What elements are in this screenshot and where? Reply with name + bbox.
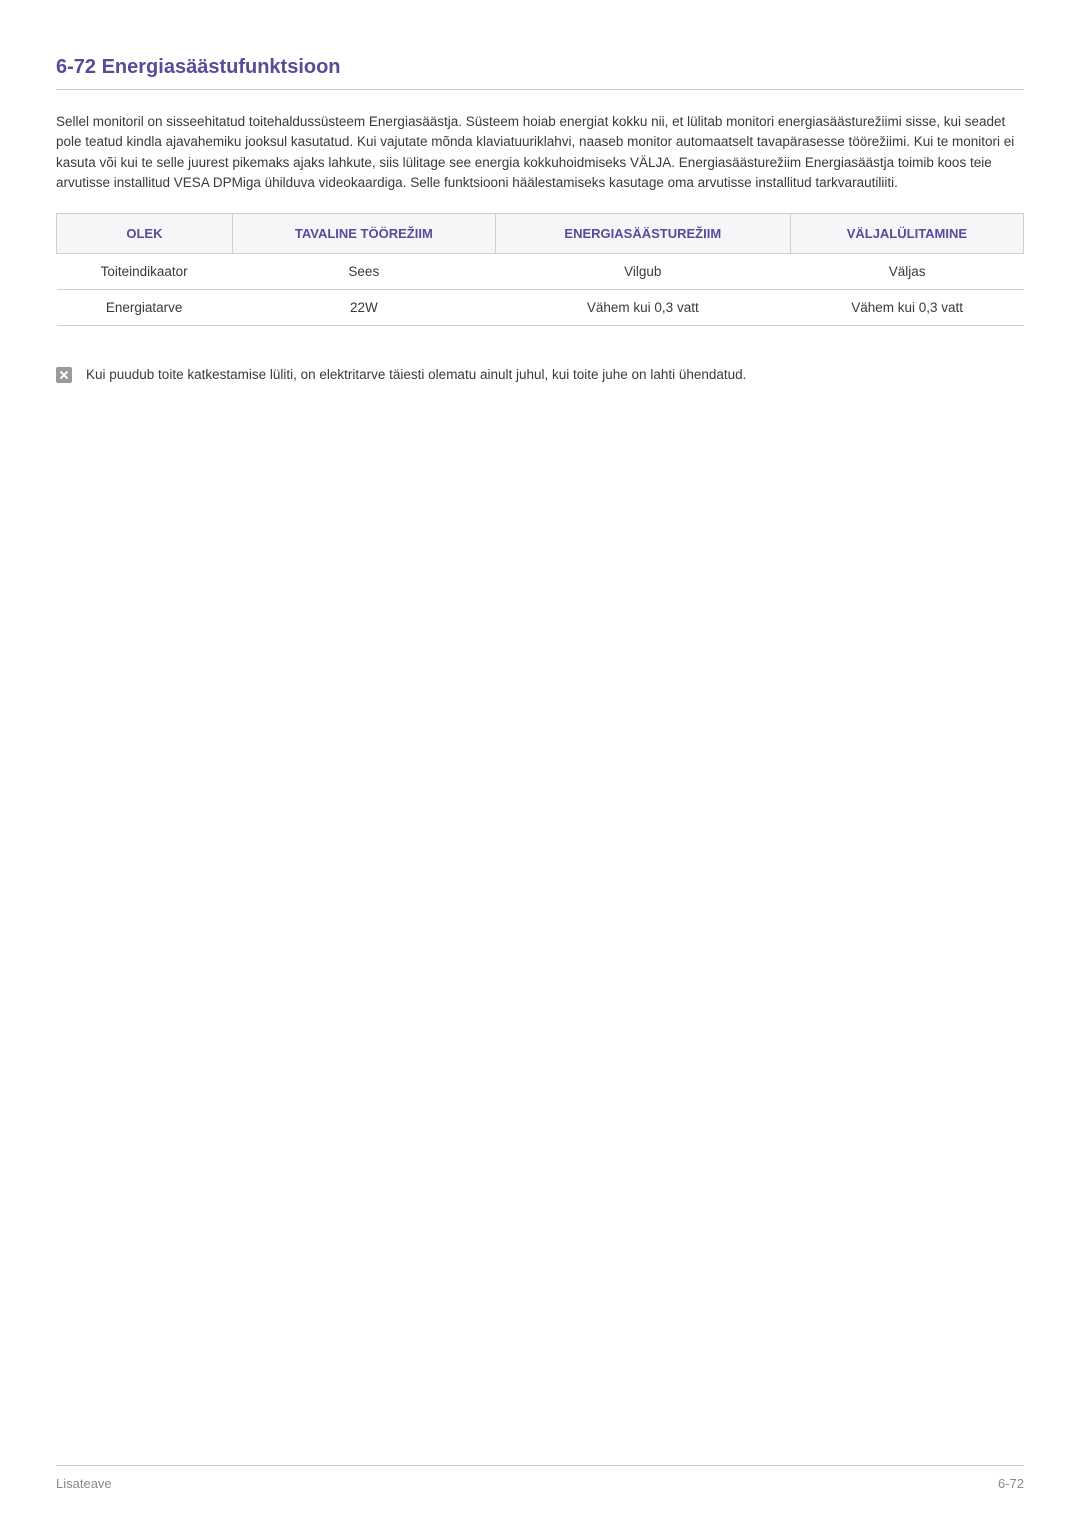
table-row: Toiteindikaator Sees Vilgub Väljas xyxy=(57,254,1024,290)
table-cell: Energiatarve xyxy=(57,290,233,326)
table-cell: Vähem kui 0,3 vatt xyxy=(495,290,790,326)
page-footer: Lisateave 6-72 xyxy=(56,1465,1024,1491)
note-icon xyxy=(56,367,72,383)
note-row: Kui puudub toite katkestamise lüliti, on… xyxy=(56,366,1024,385)
power-saving-table: OLEK TAVALINE TÖÖREŽIIM ENERGIASÄÄSTUREŽ… xyxy=(56,213,1024,326)
footer-right: 6-72 xyxy=(998,1476,1024,1491)
table-cell: Väljas xyxy=(790,254,1023,290)
note-text: Kui puudub toite katkestamise lüliti, on… xyxy=(86,366,746,385)
footer-left: Lisateave xyxy=(56,1476,112,1491)
section-heading: 6-72 Energiasäästufunktsioon xyxy=(56,56,1024,90)
table-cell: Vähem kui 0,3 vatt xyxy=(790,290,1023,326)
table-row: Energiatarve 22W Vähem kui 0,3 vatt Vähe… xyxy=(57,290,1024,326)
table-header: ENERGIASÄÄSTUREŽIIM xyxy=(495,214,790,254)
table-header: OLEK xyxy=(57,214,233,254)
table-cell: 22W xyxy=(232,290,495,326)
table-cell: Toiteindikaator xyxy=(57,254,233,290)
table-cell: Vilgub xyxy=(495,254,790,290)
table-header: TAVALINE TÖÖREŽIIM xyxy=(232,214,495,254)
table-cell: Sees xyxy=(232,254,495,290)
intro-paragraph: Sellel monitoril on sisseehitatud toiteh… xyxy=(56,112,1024,193)
table-header: VÄLJALÜLITAMINE xyxy=(790,214,1023,254)
